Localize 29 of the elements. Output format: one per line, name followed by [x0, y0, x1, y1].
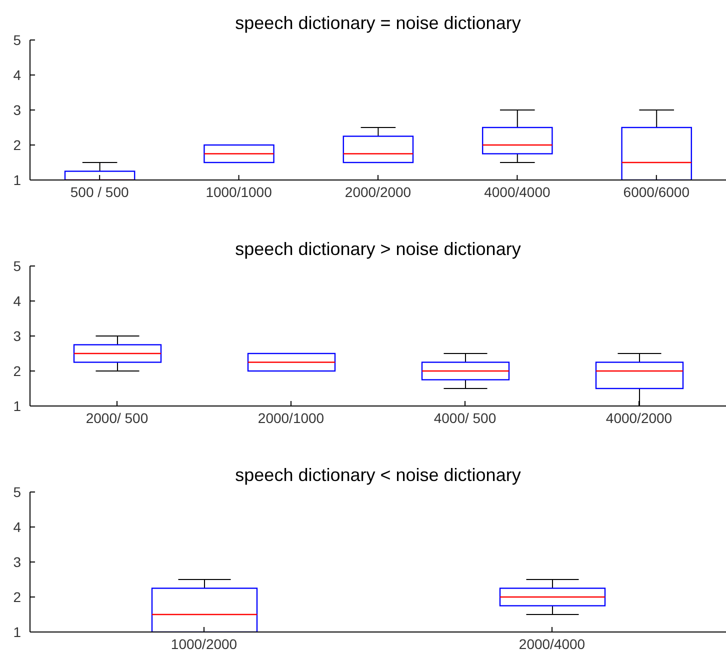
y-tick-label: 5: [13, 484, 22, 500]
y-tick-label: 2: [13, 136, 22, 153]
x-tick-label: 4000/ 500: [434, 410, 496, 426]
y-tick-label: 2: [13, 362, 22, 379]
chart-title: speech dictionary < noise dictionary: [234, 464, 522, 486]
chart-title: speech dictionary > noise dictionary: [234, 238, 522, 260]
x-tick-label: 4000/2000: [606, 410, 672, 426]
y-tick-label: 3: [13, 102, 22, 118]
y-tick-label: 5: [13, 32, 22, 48]
x-tick-label: 4000/4000: [484, 184, 550, 200]
y-tick-label: 4: [13, 518, 22, 535]
x-tick-label: 500 / 500: [70, 184, 130, 200]
x-tick-label: 2000/4000: [518, 636, 586, 652]
y-tick-label: 4: [13, 66, 22, 83]
x-tick-label: 1000/2000: [170, 636, 238, 652]
y-tick-label: 1: [13, 624, 22, 640]
x-tick-label: 1000/1000: [206, 184, 272, 200]
x-tick-label: 2000/1000: [258, 410, 324, 426]
y-tick-label: 3: [13, 554, 22, 570]
x-tick-label: 2000/2000: [344, 184, 412, 200]
y-tick-label: 3: [13, 328, 22, 344]
y-tick-label: 4: [13, 292, 22, 309]
y-tick-label: 1: [13, 172, 22, 188]
x-tick-label: 6000/6000: [623, 184, 690, 200]
y-tick-label: 2: [13, 588, 22, 605]
x-tick-label: 2000/ 500: [86, 410, 148, 426]
y-tick-label: 1: [13, 398, 22, 414]
chart-title: speech dictionary = noise dictionary: [234, 12, 522, 34]
y-tick-label: 5: [13, 258, 22, 274]
